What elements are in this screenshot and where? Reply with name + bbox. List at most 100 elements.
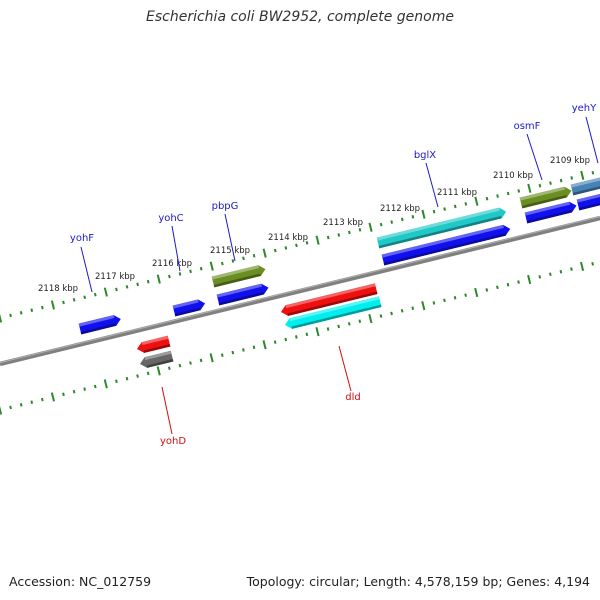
scale-label: 2114 kbp bbox=[268, 233, 308, 243]
scale-label: 2118 kbp bbox=[38, 284, 78, 294]
outer-major-tick bbox=[50, 300, 55, 310]
inner-minor-tick bbox=[273, 340, 277, 344]
outer-minor-tick bbox=[93, 292, 97, 297]
gene-label-yohC[interactable]: yohC bbox=[158, 213, 183, 224]
gene-label-osmF[interactable]: osmF bbox=[514, 121, 541, 132]
outer-major-tick bbox=[315, 235, 320, 245]
gene-arrow-pbpG2 bbox=[216, 283, 269, 306]
inner-minor-tick bbox=[178, 363, 182, 368]
gene-label-dld[interactable]: dld bbox=[345, 392, 360, 403]
gene-features bbox=[78, 176, 600, 368]
inner-major-tick bbox=[262, 340, 267, 350]
inner-tick-ring bbox=[0, 261, 594, 415]
outer-minor-tick bbox=[506, 191, 510, 196]
outer-minor-tick bbox=[231, 259, 235, 263]
outer-minor-tick bbox=[83, 295, 87, 300]
inner-minor-tick bbox=[40, 397, 44, 402]
outer-minor-tick bbox=[326, 235, 330, 240]
inner-minor-tick bbox=[390, 311, 393, 316]
scale-label: 2112 kbp bbox=[380, 204, 420, 214]
outer-minor-tick bbox=[549, 181, 552, 185]
inner-minor-tick bbox=[591, 262, 594, 266]
inner-minor-tick bbox=[517, 280, 520, 284]
leader-line-yohF bbox=[80, 246, 93, 293]
outer-major-tick bbox=[262, 248, 267, 258]
gene-arrow-bglX bbox=[376, 207, 507, 249]
inner-minor-tick bbox=[443, 298, 446, 303]
inner-minor-tick bbox=[485, 288, 489, 292]
gene-label-yohD[interactable]: yohD bbox=[160, 436, 186, 447]
outer-minor-tick bbox=[242, 256, 245, 261]
scale-label: 2110 kbp bbox=[493, 171, 533, 181]
outer-minor-tick bbox=[337, 233, 341, 237]
gene-arrow-dld bbox=[281, 283, 378, 316]
gene-arrow-yehY2 bbox=[576, 193, 600, 211]
outer-minor-tick bbox=[199, 266, 203, 271]
outer-major-tick bbox=[209, 261, 214, 271]
outer-minor-tick bbox=[538, 183, 542, 188]
inner-minor-tick bbox=[294, 335, 298, 339]
inner-minor-tick bbox=[62, 392, 65, 397]
outer-minor-tick bbox=[485, 196, 489, 201]
gene-arrow-yohF bbox=[78, 315, 121, 335]
genome-backbone bbox=[0, 215, 600, 367]
outer-minor-tick bbox=[30, 308, 34, 313]
inner-minor-tick bbox=[464, 293, 467, 297]
gene-label-pbpG[interactable]: pbpG bbox=[212, 201, 239, 212]
inner-major-tick bbox=[315, 327, 320, 337]
inner-major-tick bbox=[0, 405, 3, 415]
outer-minor-tick bbox=[432, 209, 436, 214]
outer-minor-tick bbox=[400, 217, 404, 222]
inner-major-tick bbox=[421, 300, 426, 311]
inner-minor-tick bbox=[30, 400, 34, 404]
leader-line-yohD bbox=[161, 386, 173, 435]
outer-minor-tick bbox=[496, 194, 499, 198]
inner-minor-tick bbox=[453, 295, 457, 300]
outer-major-tick bbox=[421, 209, 426, 219]
inner-minor-tick bbox=[231, 350, 235, 355]
outer-minor-tick bbox=[464, 202, 468, 206]
gene-label-yehY[interactable]: yehY bbox=[572, 103, 597, 114]
gene-arrow-pbpG bbox=[211, 265, 266, 288]
outer-minor-tick bbox=[358, 228, 362, 232]
outer-minor-tick bbox=[559, 178, 563, 183]
inner-minor-tick bbox=[548, 272, 552, 277]
outer-major-tick bbox=[474, 196, 479, 206]
gene-arrow-yohD bbox=[137, 335, 171, 353]
outer-minor-tick bbox=[40, 305, 44, 310]
gene-arrow-yehY bbox=[570, 176, 600, 196]
gene-arrow-bglX2 bbox=[381, 224, 511, 266]
inner-minor-tick bbox=[337, 324, 341, 329]
inner-major-tick bbox=[50, 392, 55, 402]
outer-major-tick bbox=[368, 222, 373, 232]
gene-label-bglX[interactable]: bglX bbox=[414, 150, 436, 161]
inner-minor-tick bbox=[189, 361, 192, 365]
scale-label: 2111 kbp bbox=[437, 188, 477, 198]
inner-major-tick bbox=[474, 287, 479, 298]
leader-line-pbpG bbox=[224, 213, 236, 262]
inner-minor-tick bbox=[242, 348, 245, 352]
outer-major-tick bbox=[103, 287, 108, 297]
inner-minor-tick bbox=[570, 267, 573, 271]
inner-minor-tick bbox=[136, 374, 139, 378]
inner-minor-tick bbox=[252, 345, 256, 350]
inner-minor-tick bbox=[72, 389, 76, 394]
outer-minor-tick bbox=[252, 253, 256, 258]
outer-minor-tick bbox=[411, 215, 415, 219]
outer-major-tick bbox=[156, 274, 161, 284]
inner-minor-tick bbox=[432, 301, 436, 305]
inner-minor-tick bbox=[125, 376, 129, 381]
map-title: Escherichia coli BW2952, complete genome bbox=[146, 9, 454, 25]
inner-minor-tick bbox=[379, 314, 383, 318]
leader-line-yehY bbox=[585, 116, 599, 164]
gene-arrow-dld2 bbox=[285, 296, 382, 329]
gene-label-yohF[interactable]: yohF bbox=[70, 233, 94, 244]
inner-minor-tick bbox=[167, 366, 171, 371]
outer-minor-tick bbox=[72, 298, 76, 302]
inner-minor-tick bbox=[146, 371, 150, 376]
leader-line-yohC bbox=[171, 225, 181, 272]
inner-minor-tick bbox=[326, 327, 330, 331]
inner-minor-tick bbox=[19, 402, 23, 407]
inner-minor-tick bbox=[358, 319, 362, 324]
leader-line-bglX bbox=[425, 162, 439, 208]
